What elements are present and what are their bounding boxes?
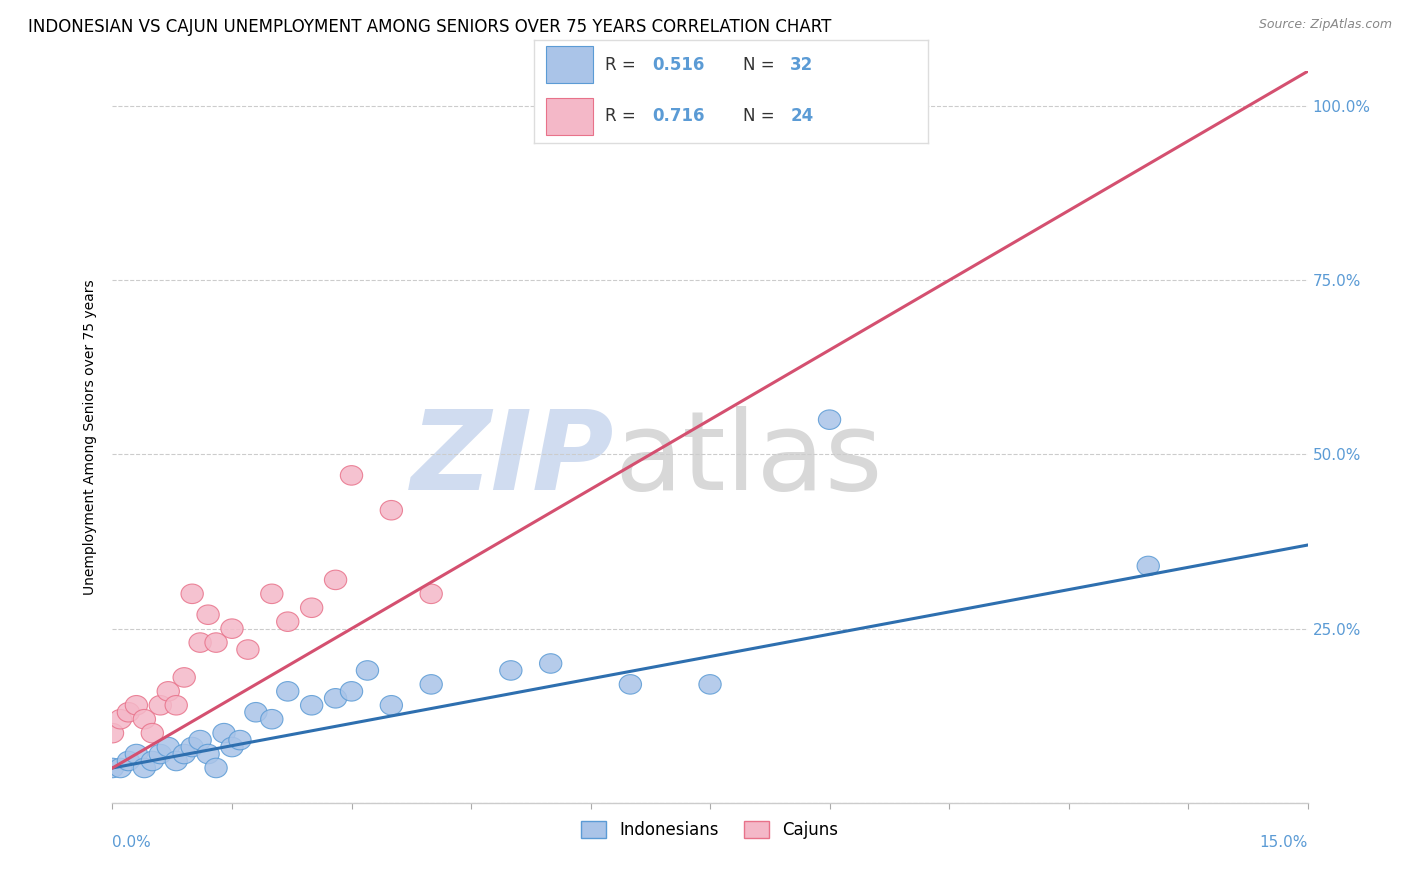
Text: 0.716: 0.716 — [652, 107, 704, 125]
Y-axis label: Unemployment Among Seniors over 75 years: Unemployment Among Seniors over 75 years — [83, 279, 97, 595]
Ellipse shape — [173, 744, 195, 764]
Ellipse shape — [619, 674, 641, 694]
Ellipse shape — [101, 758, 124, 778]
Ellipse shape — [134, 758, 156, 778]
Ellipse shape — [212, 723, 235, 743]
Ellipse shape — [699, 674, 721, 694]
Ellipse shape — [149, 696, 172, 715]
Text: ZIP: ZIP — [411, 406, 614, 513]
Ellipse shape — [221, 738, 243, 756]
Ellipse shape — [205, 632, 228, 652]
Ellipse shape — [540, 654, 562, 673]
Ellipse shape — [380, 500, 402, 520]
Ellipse shape — [499, 661, 522, 681]
Bar — [546, 97, 593, 135]
Ellipse shape — [188, 731, 211, 750]
Ellipse shape — [197, 744, 219, 764]
Text: 0.516: 0.516 — [652, 56, 704, 74]
Ellipse shape — [157, 738, 180, 756]
Ellipse shape — [188, 632, 211, 652]
Ellipse shape — [141, 751, 163, 771]
Text: 0.0%: 0.0% — [112, 835, 152, 850]
Ellipse shape — [181, 584, 204, 604]
Ellipse shape — [245, 703, 267, 722]
Ellipse shape — [1137, 557, 1160, 575]
Ellipse shape — [277, 681, 299, 701]
Text: N =: N = — [742, 107, 780, 125]
Ellipse shape — [110, 709, 132, 729]
Text: N =: N = — [742, 56, 780, 74]
Ellipse shape — [149, 744, 172, 764]
Ellipse shape — [205, 758, 228, 778]
Ellipse shape — [197, 605, 219, 624]
Ellipse shape — [356, 661, 378, 681]
Ellipse shape — [277, 612, 299, 632]
Text: atlas: atlas — [614, 406, 883, 513]
Text: R =: R = — [605, 56, 641, 74]
Ellipse shape — [125, 744, 148, 764]
Ellipse shape — [260, 709, 283, 729]
Legend: Indonesians, Cajuns: Indonesians, Cajuns — [575, 814, 845, 846]
Ellipse shape — [301, 598, 323, 617]
Ellipse shape — [181, 738, 204, 756]
Ellipse shape — [420, 584, 443, 604]
Text: INDONESIAN VS CAJUN UNEMPLOYMENT AMONG SENIORS OVER 75 YEARS CORRELATION CHART: INDONESIAN VS CAJUN UNEMPLOYMENT AMONG S… — [28, 18, 831, 36]
Ellipse shape — [117, 751, 139, 771]
Ellipse shape — [325, 689, 347, 708]
Ellipse shape — [420, 674, 443, 694]
Text: R =: R = — [605, 107, 641, 125]
Text: 24: 24 — [790, 107, 814, 125]
Ellipse shape — [683, 96, 706, 116]
Ellipse shape — [141, 723, 163, 743]
Ellipse shape — [101, 723, 124, 743]
Ellipse shape — [110, 758, 132, 778]
Ellipse shape — [173, 667, 195, 687]
Ellipse shape — [165, 696, 187, 715]
Ellipse shape — [380, 696, 402, 715]
Ellipse shape — [340, 466, 363, 485]
Ellipse shape — [229, 731, 252, 750]
Ellipse shape — [301, 696, 323, 715]
Ellipse shape — [134, 709, 156, 729]
Text: Source: ZipAtlas.com: Source: ZipAtlas.com — [1258, 18, 1392, 31]
Text: 32: 32 — [790, 56, 814, 74]
Ellipse shape — [340, 681, 363, 701]
Ellipse shape — [157, 681, 180, 701]
Ellipse shape — [236, 640, 259, 659]
Bar — [546, 46, 593, 83]
Ellipse shape — [325, 570, 347, 590]
Ellipse shape — [165, 751, 187, 771]
Ellipse shape — [117, 703, 139, 722]
Ellipse shape — [260, 584, 283, 604]
Ellipse shape — [125, 696, 148, 715]
Ellipse shape — [818, 410, 841, 429]
Ellipse shape — [221, 619, 243, 639]
Text: 15.0%: 15.0% — [1260, 835, 1308, 850]
